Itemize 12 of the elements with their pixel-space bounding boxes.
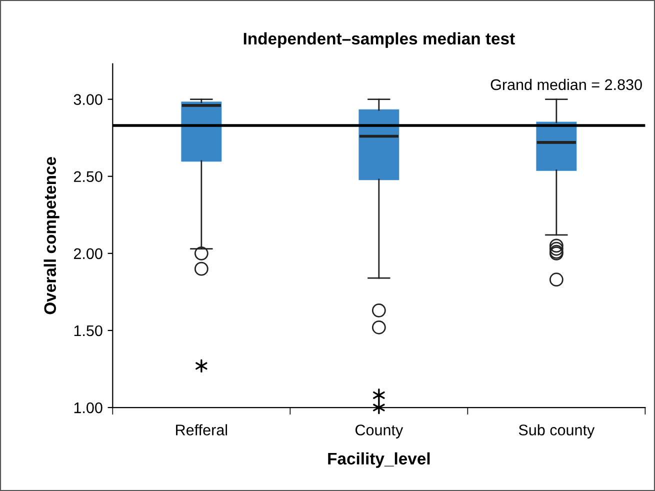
y-tick-label: 3.00	[74, 94, 102, 105]
y-axis-title: Overall competence	[44, 157, 60, 314]
y-tick-label: 1.00	[74, 402, 102, 414]
y-tick-label: 2.00	[74, 248, 102, 260]
y-tick-label: 1.50	[74, 325, 102, 336]
x-tick-label: Refferal	[176, 424, 228, 436]
ref-line-label: Grand median = 2.830	[490, 78, 642, 90]
y-tick-label: 2.50	[74, 171, 102, 182]
chart-title: Independent–samples median test	[244, 32, 515, 48]
x-tick-label: County	[355, 424, 404, 438]
x-tick-label: Sub county	[518, 424, 595, 438]
x-axis-title: Facility_level	[328, 452, 430, 468]
